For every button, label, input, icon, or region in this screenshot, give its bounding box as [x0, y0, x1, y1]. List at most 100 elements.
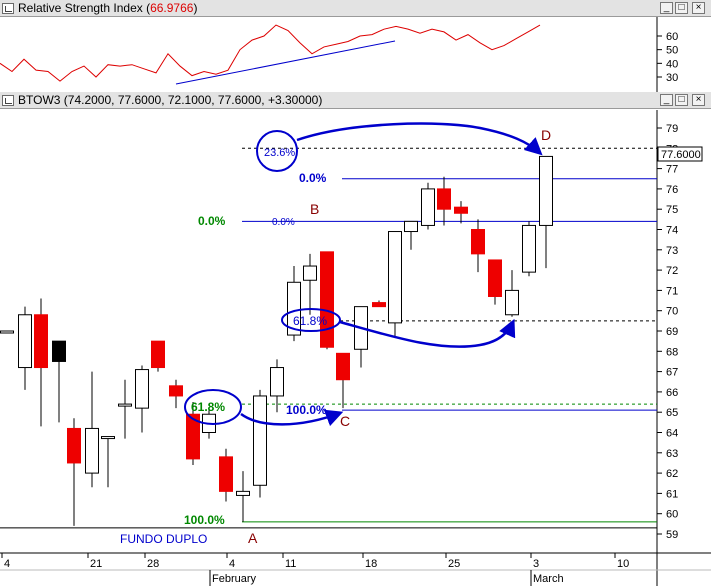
candle-body	[454, 206, 468, 214]
window-icon	[2, 95, 14, 106]
month-label: February	[212, 573, 257, 585]
rsi-window: Relative Strength Index (66.9766) _ □ × …	[0, 0, 711, 93]
price-tick-label: 64	[666, 428, 678, 440]
candle-body	[219, 456, 233, 492]
price-tick-label: 61	[666, 488, 678, 500]
rsi-tick-label: 40	[666, 58, 678, 70]
price-title-bar[interactable]: BTOW3 (74.2000, 77.6000, 72.1000, 77.600…	[0, 92, 711, 109]
price-tick-label: 69	[666, 326, 678, 338]
candle-body	[18, 314, 32, 369]
candle-body	[0, 330, 14, 334]
price-tick-label: 77	[666, 164, 678, 176]
last-price-box	[657, 146, 703, 162]
candle-body	[522, 224, 536, 273]
rsi-tick-label: 50	[666, 45, 678, 57]
fib-0-green-label: 0.0%	[198, 214, 226, 228]
close-button[interactable]: ×	[692, 94, 705, 106]
x-tick-label: 4	[4, 558, 10, 570]
point-b-label: B	[310, 201, 319, 217]
candle-body	[67, 427, 81, 464]
candle-body	[85, 427, 99, 474]
rsi-title-suffix: )	[193, 1, 198, 15]
price-tick-label: 67	[666, 367, 678, 379]
candle-body	[253, 395, 267, 486]
rsi-series-line	[0, 24, 541, 82]
candle-body	[471, 229, 485, 255]
annotations: A B C D 0.0% 0.0% 100.0% 61.8% 100.0% 61…	[120, 122, 551, 546]
rsi-tick-label: 30	[666, 72, 678, 84]
candle-body	[404, 220, 418, 233]
restore-button[interactable]: □	[675, 2, 688, 14]
pattern-label: FUNDO DUPLO	[120, 532, 207, 546]
price-tick-label: 72	[666, 265, 678, 277]
candle-body	[539, 155, 553, 226]
candle-body	[372, 302, 386, 308]
price-tick-label: 73	[666, 245, 678, 257]
x-tick-label: 28	[147, 558, 159, 570]
price-tick-label: 66	[666, 387, 678, 399]
price-tick-label: 65	[666, 407, 678, 419]
candle-body	[336, 352, 350, 381]
fib-236-circle	[256, 130, 298, 172]
restore-button[interactable]: □	[675, 94, 688, 106]
price-tick-label: 63	[666, 448, 678, 460]
point-d-label: D	[541, 127, 551, 143]
x-tick-label: 10	[617, 558, 629, 570]
x-tick-label: 11	[285, 558, 296, 570]
candle-body	[236, 490, 250, 496]
fib-0-small-label: 0.0%	[272, 217, 295, 228]
candle-body	[151, 340, 165, 369]
candle-body	[437, 188, 451, 210]
fib-618-green-label: 61.8%	[191, 400, 225, 414]
price-title: BTOW3 (74.2000, 77.6000, 72.1000, 77.600…	[18, 93, 323, 107]
candle-body	[287, 281, 301, 336]
rsi-trend-line	[175, 40, 396, 85]
fib-0-blue-label: 0.0%	[299, 171, 327, 185]
price-tick-label: 70	[666, 306, 678, 318]
price-tick-label: 76	[666, 184, 678, 196]
price-tick-label: 79	[666, 123, 678, 135]
candle-body	[169, 385, 183, 397]
x-tick-label: 4	[229, 558, 235, 570]
rsi-title-prefix: Relative Strength Index (	[18, 1, 151, 15]
fib-100-blue-label: 100.0%	[286, 403, 327, 417]
fib-618-blue-circle	[281, 308, 341, 332]
minimize-button[interactable]: _	[660, 2, 673, 14]
candle-body	[101, 436, 115, 440]
price-tick-label: 74	[666, 225, 678, 237]
candle-body	[186, 413, 200, 460]
point-c-label: C	[340, 413, 350, 429]
rsi-title-bar[interactable]: Relative Strength Index (66.9766) _ □ ×	[0, 0, 711, 17]
price-tick-label: 59	[666, 529, 678, 541]
arrow-to-c	[240, 409, 344, 427]
candle-body	[421, 188, 435, 226]
price-tick-label: 71	[666, 285, 678, 297]
arrow-to-d	[296, 122, 543, 156]
last-price-label: 77.6000	[661, 149, 701, 161]
candle-body	[388, 231, 402, 324]
rsi-tick-label: 60	[666, 31, 678, 43]
rsi-value: 66.9766	[150, 1, 194, 15]
x-tick-label: 3	[533, 558, 539, 570]
minimize-button[interactable]: _	[660, 94, 673, 106]
candle-body	[320, 251, 334, 348]
fib-100-green-label: 100.0%	[184, 513, 225, 527]
candle-body	[34, 314, 48, 369]
month-label: March	[533, 573, 564, 585]
price-tick-label: 62	[666, 468, 678, 480]
candle-body	[488, 259, 502, 297]
price-tick-label: 68	[666, 346, 678, 358]
candle-body	[505, 289, 519, 316]
fib-618-green-circle	[184, 389, 242, 425]
x-tick-label: 21	[90, 558, 102, 570]
price-tick-label: 75	[666, 204, 678, 216]
close-button[interactable]: ×	[692, 2, 705, 14]
point-a-label: A	[248, 530, 258, 546]
arrow-to-retest	[339, 318, 516, 348]
candle-body	[52, 340, 66, 362]
candle-body	[303, 265, 317, 281]
window-icon	[2, 3, 14, 14]
fib-618-blue-label: 61.8%	[293, 314, 327, 328]
